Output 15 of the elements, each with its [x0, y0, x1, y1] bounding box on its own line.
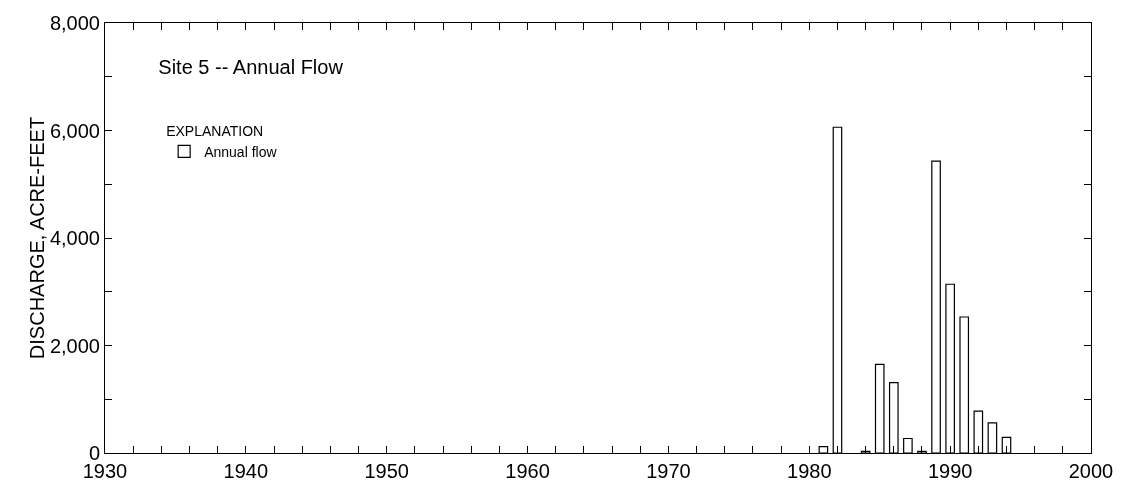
- x-tick-label: 1970: [646, 460, 691, 482]
- y-axis-title: DISCHARGE, ACRE-FEET: [25, 116, 48, 360]
- y-tick-label: 6,000: [49, 119, 100, 142]
- legend-title: EXPLANATION: [166, 122, 264, 139]
- y-tick-label: 2,000: [49, 334, 100, 357]
- y-tick-label: 4,000: [49, 227, 100, 249]
- x-tick-label: 1960: [505, 460, 550, 482]
- x-tick-label: 1940: [223, 460, 269, 482]
- y-tick-label: 8,000: [49, 12, 100, 34]
- legend-label: Annual flow: [204, 143, 278, 160]
- text: Site 5 -- Annual Flow: [158, 56, 344, 79]
- x-tick-label: 1990: [927, 460, 973, 482]
- x-tick-label: 1980: [787, 460, 832, 482]
- x-tick-label: 1950: [364, 460, 409, 482]
- x-tick-label: 2000: [1068, 460, 1114, 482]
